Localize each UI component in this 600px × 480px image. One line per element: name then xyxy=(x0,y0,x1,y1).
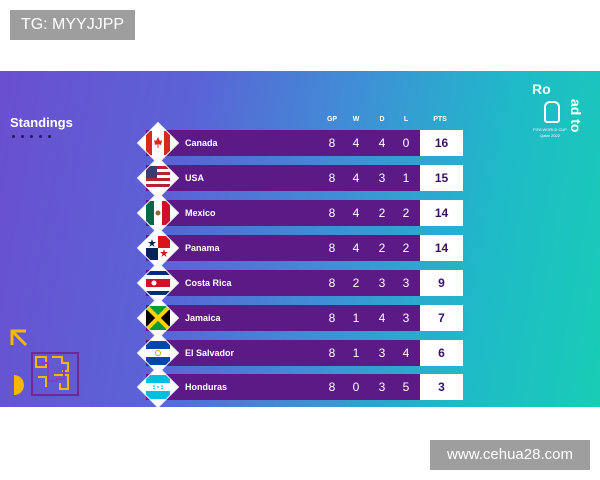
standings-row-el-salvador: El Salvador 8 1 3 4 6 xyxy=(136,333,463,373)
d-value: 2 xyxy=(378,206,386,220)
mexico-flag-icon xyxy=(138,193,178,233)
d-value: 3 xyxy=(378,276,386,290)
gp-value: 8 xyxy=(328,241,336,255)
gp-value: 8 xyxy=(328,206,336,220)
pts-value: 9 xyxy=(420,270,463,296)
standings-title: Standings xyxy=(10,115,73,130)
w-value: 4 xyxy=(352,136,360,150)
team-name: USA xyxy=(185,173,205,183)
pts-value: 16 xyxy=(420,130,463,156)
row-bar xyxy=(146,374,426,400)
l-value: 1 xyxy=(402,171,410,185)
row-bar xyxy=(146,165,426,191)
team-name: Costa Rica xyxy=(185,278,232,288)
watermark-top: TG: MYYJJPP xyxy=(10,10,135,40)
gp-value: 8 xyxy=(328,171,336,185)
pts-value: 3 xyxy=(420,374,463,400)
pts-value: 15 xyxy=(420,165,463,191)
team-name: El Salvador xyxy=(185,348,235,358)
standings-row-panama: Panama 8 4 2 2 14 xyxy=(136,228,463,268)
row-bar xyxy=(146,200,426,226)
jamaica-flag-icon xyxy=(138,298,178,338)
l-value: 5 xyxy=(402,380,410,394)
l-value: 2 xyxy=(402,206,410,220)
team-name: Jamaica xyxy=(185,313,221,323)
w-value: 4 xyxy=(352,171,360,185)
canada-flag-icon xyxy=(138,123,178,163)
row-bar xyxy=(146,235,426,261)
trophy-icon xyxy=(544,101,560,123)
header-gp: GP xyxy=(326,116,338,123)
panama-flag-icon xyxy=(138,228,178,268)
standings-row-usa: USA 8 4 3 1 15 xyxy=(136,158,463,198)
w-value: 1 xyxy=(352,311,360,325)
dot xyxy=(21,135,24,138)
logo-text-adto: ad to xyxy=(568,99,584,133)
pts-value: 7 xyxy=(420,305,463,331)
team-name: Panama xyxy=(185,243,220,253)
dot xyxy=(48,135,51,138)
logo-caption: Qatar 2022 xyxy=(539,133,560,138)
w-value: 1 xyxy=(352,346,360,360)
road-to-qatar-logo: Ro ad to FIFA WORLD CUP Qatar 2022 xyxy=(530,81,590,145)
gp-value: 8 xyxy=(328,380,336,394)
dot xyxy=(39,135,42,138)
header-w: W xyxy=(352,116,360,123)
gp-value: 8 xyxy=(328,136,336,150)
decorative-pattern-icon xyxy=(10,329,79,396)
header-pts: PTS xyxy=(433,116,447,123)
standings-row-jamaica: Jamaica 8 1 4 3 7 xyxy=(136,298,463,338)
l-value: 2 xyxy=(402,241,410,255)
standings-row-mexico: Mexico 8 4 2 2 14 xyxy=(136,193,463,233)
w-value: 2 xyxy=(352,276,360,290)
pts-value: 14 xyxy=(420,235,463,261)
costa-rica-flag-icon xyxy=(138,263,178,303)
l-value: 3 xyxy=(402,311,410,325)
usa-flag-icon xyxy=(138,158,178,198)
header-l: L xyxy=(403,116,409,123)
logo-text-ro: Ro xyxy=(532,81,551,97)
d-value: 3 xyxy=(378,171,386,185)
row-bar xyxy=(146,270,426,296)
team-name: Canada xyxy=(185,138,218,148)
d-value: 3 xyxy=(378,380,386,394)
standings-row-canada: Canada 8 4 4 0 16 xyxy=(136,123,463,163)
d-value: 3 xyxy=(378,346,386,360)
gp-value: 8 xyxy=(328,346,336,360)
pts-value: 14 xyxy=(420,200,463,226)
l-value: 3 xyxy=(402,276,410,290)
logo-caption: FIFA WORLD CUP xyxy=(533,127,567,132)
gp-value: 8 xyxy=(328,311,336,325)
team-name: Mexico xyxy=(185,208,216,218)
standings-row-costa-rica: Costa Rica 8 2 3 3 9 xyxy=(136,263,463,303)
standings-banner: Standings GP W D L PTS Canada 8 4 4 0 16 xyxy=(0,71,600,407)
dot xyxy=(30,135,33,138)
gp-value: 8 xyxy=(328,276,336,290)
pts-value: 6 xyxy=(420,340,463,366)
dot xyxy=(12,135,15,138)
w-value: 4 xyxy=(352,206,360,220)
honduras-flag-icon xyxy=(138,367,178,407)
header-d: D xyxy=(379,116,385,123)
d-value: 4 xyxy=(378,311,386,325)
w-value: 0 xyxy=(352,380,360,394)
row-bar xyxy=(146,340,426,366)
watermark-bottom: www.cehua28.com xyxy=(430,440,590,470)
l-value: 0 xyxy=(402,136,410,150)
d-value: 4 xyxy=(378,136,386,150)
l-value: 4 xyxy=(402,346,410,360)
row-bar xyxy=(146,130,426,156)
w-value: 4 xyxy=(352,241,360,255)
row-bar xyxy=(146,305,426,331)
pagination-dots xyxy=(12,135,51,138)
d-value: 2 xyxy=(378,241,386,255)
el-salvador-flag-icon xyxy=(138,333,178,373)
team-name: Honduras xyxy=(185,382,228,392)
standings-row-honduras: Honduras 8 0 3 5 3 xyxy=(136,367,463,407)
